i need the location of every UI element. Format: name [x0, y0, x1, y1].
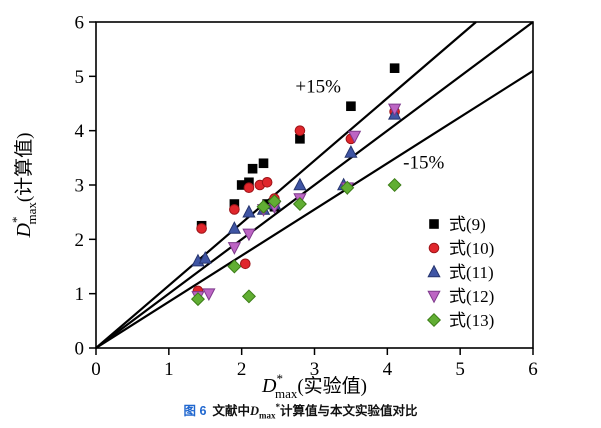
svg-text:5: 5	[455, 359, 465, 380]
legend-label-eq9: 式(9)	[449, 215, 486, 234]
legend-label-eq12: 式(12)	[449, 287, 494, 306]
svg-text:6: 6	[528, 359, 538, 380]
y-axis: 0 1 2 3 4 5 6	[75, 13, 96, 360]
svg-text:-15%: -15%	[403, 153, 444, 174]
caption-text-1: 文献中	[212, 404, 250, 419]
caption-superscript: *	[275, 402, 280, 412]
svg-text:3: 3	[310, 359, 320, 380]
svg-text:3: 3	[75, 176, 85, 197]
svg-text:2: 2	[75, 230, 85, 251]
svg-text:6: 6	[75, 13, 85, 34]
caption-number: 图 6	[183, 404, 207, 419]
svg-text:1: 1	[164, 359, 174, 380]
svg-text:4: 4	[75, 121, 85, 142]
svg-text:1: 1	[75, 284, 85, 305]
svg-text:+15%: +15%	[295, 77, 341, 98]
legend: 式(9) 式(10) 式(11) 式(12) 式(13)	[426, 215, 494, 330]
svg-text:0: 0	[91, 359, 101, 380]
caption-text-2: 计算值与本文实验值对比	[279, 404, 418, 419]
legend-label-eq13: 式(13)	[449, 311, 494, 330]
data-points	[190, 63, 402, 307]
caption-subscript: max	[258, 410, 276, 421]
caption-symbol: D	[249, 404, 259, 419]
figure-caption: 图 6 文献中Dmax*计算值与本文实验值对比	[0, 402, 601, 421]
scatter-chart: 0 1 2 3 4 5 6 0 1 2 3 4 5 6 +15% -15% 式(9) 式(10) 式(11) 式(12…	[9, 13, 538, 401]
legend-label-eq11: 式(11)	[449, 263, 494, 282]
annotations: +15% -15%	[295, 77, 444, 174]
reference-lines	[95, 21, 534, 349]
caption-text: 文献中Dmax*计算值与本文实验值对比	[212, 402, 418, 421]
x-axis-label: D* max(实验值)	[261, 371, 367, 400]
legend-label-eq10: 式(10)	[449, 239, 494, 258]
svg-text:5: 5	[75, 67, 85, 88]
svg-text:2: 2	[237, 359, 247, 380]
x-axis: 0 1 2 3 4 5 6	[91, 348, 538, 380]
series-eq13	[190, 177, 402, 307]
y-axis-label: D*max(计算值)	[9, 133, 39, 239]
svg-text:4: 4	[383, 359, 393, 380]
svg-text:0: 0	[75, 339, 85, 360]
